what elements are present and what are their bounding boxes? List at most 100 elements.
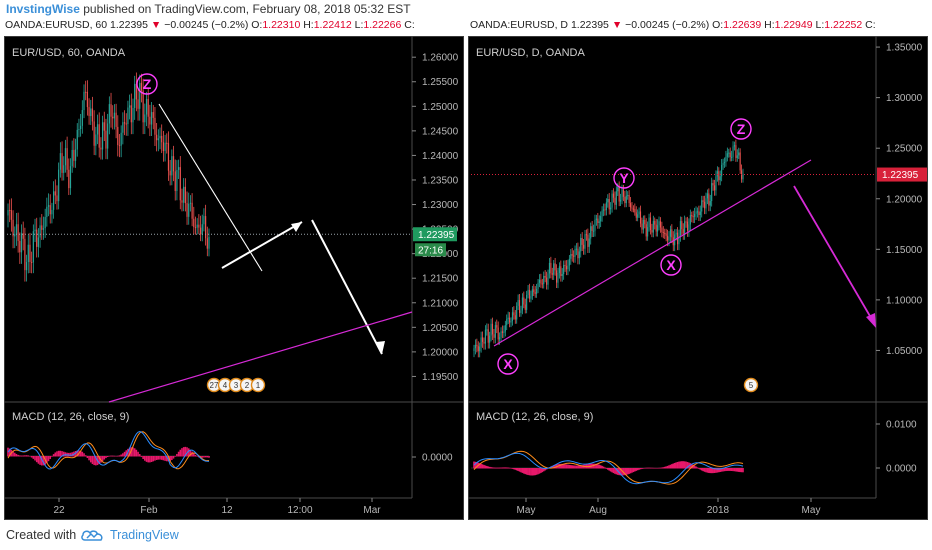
candle-body (689, 215, 691, 225)
macd-histogram-bar (49, 456, 52, 459)
candle-body (664, 232, 666, 234)
hourly-chart-svg[interactable]: 1.26000 1.25500 1.25000 1.24500 1.24000 1.235… (4, 36, 464, 520)
macd-histogram-bar (514, 468, 517, 470)
macd-histogram-bar (488, 466, 491, 469)
macd-histogram-bar (594, 463, 596, 469)
candle-body (34, 229, 36, 232)
last-price-tag (877, 167, 927, 182)
macd-histogram-bar (651, 467, 653, 469)
candle-body (631, 207, 633, 209)
candle-body (641, 223, 643, 230)
candle-body (496, 325, 498, 328)
macd-histogram-bar (643, 467, 646, 469)
candle-body (503, 331, 505, 333)
macd-histogram-bar (562, 464, 565, 469)
macd-histogram-bar (505, 467, 508, 469)
candle-body (544, 275, 546, 278)
candle-body (130, 105, 132, 123)
macd-histogram-bar (624, 468, 626, 476)
author-link[interactable]: InvstingWise (6, 2, 80, 16)
candle-body (694, 213, 696, 217)
macd-histogram-bar (103, 456, 106, 460)
candle-body (19, 240, 21, 253)
quote-high: 1.22949 (774, 19, 813, 31)
macd-histogram-bar (739, 468, 741, 473)
candle-body (58, 169, 60, 202)
panel-border (4, 36, 464, 520)
candle-body (612, 193, 615, 198)
magenta-trendline (493, 159, 812, 347)
x-tick-label: May (802, 505, 821, 516)
candle-body (662, 231, 664, 233)
candle-body (199, 227, 202, 235)
candle-body (695, 211, 697, 214)
candle-body (526, 294, 528, 310)
macd-histogram-bar (40, 456, 43, 466)
macd-histogram-bar (689, 463, 692, 469)
wave-label-circle (660, 254, 682, 276)
candle-body (145, 98, 148, 115)
macd-histogram-bar (727, 468, 730, 471)
hourly-chart-panel[interactable]: 1.26000 1.25500 1.25000 1.24500 1.24000 1.235… (4, 36, 464, 520)
candle-body (91, 108, 94, 122)
candle-body (729, 152, 731, 158)
candle-body (12, 219, 14, 237)
macd-histogram-bar (32, 456, 35, 459)
macd-histogram-bar (513, 468, 515, 470)
candle-body (600, 216, 602, 222)
y-tick-label: 1.05000 (886, 346, 923, 357)
tradingview-brand[interactable]: TradingView (110, 528, 179, 542)
candle-body (584, 234, 586, 249)
candle-body (14, 234, 16, 237)
macd-histogram-bar (89, 456, 92, 463)
quote-change: −0.00245 (−0.2%) (164, 19, 249, 31)
wave-label-circle (613, 167, 635, 189)
candle-body (500, 331, 502, 338)
daily-chart-panel[interactable]: 1.35000 1.30000 1.25000 1.20000 1.15000 1.100… (468, 36, 928, 520)
daily-chart-svg[interactable]: 1.35000 1.30000 1.25000 1.20000 1.15000 1.100… (468, 36, 928, 520)
macd-histogram-bar (101, 456, 104, 462)
candle-body (649, 217, 652, 231)
candle-body (53, 191, 55, 210)
macd-histogram-bar (678, 461, 680, 469)
macd-histogram-bar (723, 468, 726, 472)
macd-histogram-bar (481, 464, 484, 469)
candle-body (69, 166, 72, 189)
macd-histogram-bar (641, 468, 643, 469)
macd-histogram-bar (605, 468, 608, 469)
quote-close-label: C: (404, 19, 415, 31)
macd-histogram-bar (42, 456, 45, 466)
macd-histogram-bar (661, 467, 663, 469)
macd-histogram-bar (518, 468, 521, 472)
macd-histogram-bar (682, 461, 685, 469)
macd-histogram-bar (565, 464, 568, 469)
quote-high-label: H: (764, 19, 775, 31)
macd-histogram-bar (500, 467, 502, 469)
candle-body (577, 248, 579, 259)
macd-histogram-bar (19, 455, 21, 457)
y-tick-label: 1.21500 (422, 274, 459, 285)
macd-histogram-bar (535, 468, 538, 475)
macd-histogram-bar (187, 448, 190, 457)
macd-histogram-bar (12, 451, 14, 457)
candle-body (129, 105, 131, 108)
candle-body (80, 125, 82, 130)
macd-histogram-bar (520, 468, 522, 473)
candle-body (10, 210, 12, 220)
macd-histogram-bar (632, 468, 635, 473)
x-tick-label: 12:00 (287, 505, 312, 516)
macd-histogram-bar (676, 461, 679, 469)
last-price-label: 1.22395 (882, 170, 919, 181)
candle-body (728, 152, 730, 154)
candle-body (142, 90, 144, 123)
y-tick-label: 1.26000 (422, 53, 459, 64)
macd-histogram-bar (621, 468, 623, 476)
macd-histogram-bar (503, 467, 505, 469)
candle-body (189, 202, 192, 204)
candle-body (567, 265, 569, 270)
macd-histogram-bar (137, 451, 139, 457)
candle-body (514, 315, 516, 320)
quote-symbol: OANDA:EURUSD, 60 (5, 19, 108, 31)
candle-body (608, 199, 610, 210)
quote-close-label: C: (865, 19, 876, 31)
